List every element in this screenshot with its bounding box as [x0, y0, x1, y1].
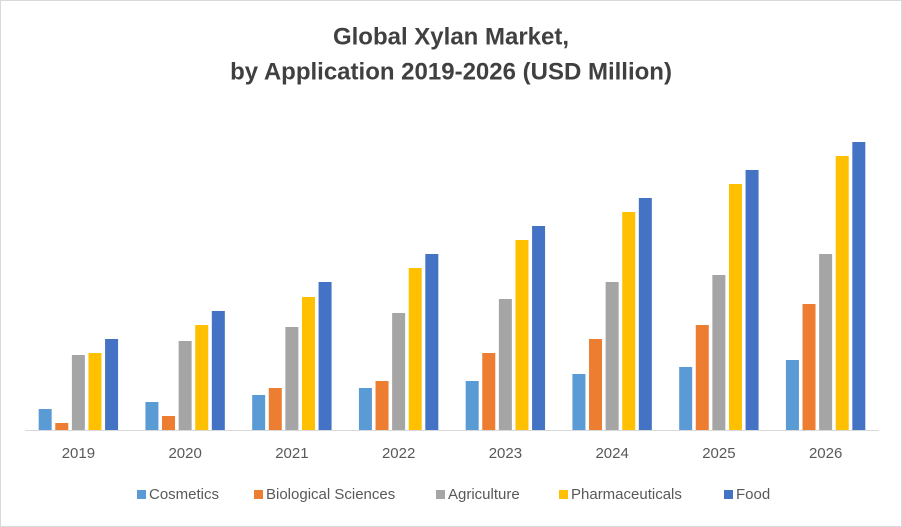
bar: [71, 355, 85, 430]
bar: [268, 388, 282, 430]
x-tick-label: 2020: [168, 445, 201, 462]
bar: [375, 381, 389, 430]
bar: [392, 313, 406, 430]
bar: [835, 156, 849, 430]
bar: [358, 388, 372, 430]
bar: [482, 353, 496, 430]
bar: [605, 282, 619, 430]
x-tick-label: 2025: [702, 445, 735, 462]
bar: [465, 381, 479, 430]
legend-label: Pharmaceuticals: [571, 486, 682, 503]
bar: [712, 275, 726, 430]
bar: [498, 299, 512, 430]
bar: [408, 268, 422, 430]
bar: [252, 395, 266, 430]
legend-label: Cosmetics: [149, 486, 219, 503]
bar: [728, 184, 742, 430]
bar: [145, 402, 159, 430]
bar: [622, 212, 636, 430]
bar: [162, 416, 176, 430]
bar: [572, 374, 586, 430]
bar: [425, 254, 439, 430]
x-tick-label: 2022: [382, 445, 415, 462]
bar: [88, 353, 102, 430]
bar: [178, 341, 192, 430]
bar: [532, 226, 546, 430]
bar: [852, 142, 866, 430]
bar: [638, 198, 652, 430]
bar: [38, 409, 52, 430]
bar: [679, 367, 693, 430]
legend-swatch: [137, 490, 146, 499]
x-tick-label: 2019: [62, 445, 95, 462]
x-tick-label: 2021: [275, 445, 308, 462]
x-tick-label: 2024: [595, 445, 628, 462]
bar: [589, 339, 603, 430]
bar: [802, 304, 816, 430]
legend-swatch: [724, 490, 733, 499]
legend-label: Biological Sciences: [266, 486, 395, 503]
chart-title: Global Xylan Market,: [333, 23, 569, 50]
legend-label: Agriculture: [448, 486, 520, 503]
chart-subtitle: by Application 2019-2026 (USD Million): [230, 58, 672, 85]
bar: [819, 254, 833, 430]
bar: [318, 282, 332, 430]
bar: [745, 170, 759, 430]
legend-swatch: [436, 490, 445, 499]
x-tick-label: 2026: [809, 445, 842, 462]
bar: [105, 339, 119, 430]
bar: [211, 311, 225, 430]
bar: [55, 423, 69, 430]
legend-label: Food: [736, 486, 770, 503]
bar: [515, 240, 529, 430]
legend-swatch: [254, 490, 263, 499]
bar: [285, 327, 299, 430]
bar: [695, 325, 709, 430]
legend-swatch: [559, 490, 568, 499]
bar: [195, 325, 209, 430]
x-tick-label: 2023: [489, 445, 522, 462]
bar: [301, 297, 315, 430]
bar: [785, 360, 799, 430]
